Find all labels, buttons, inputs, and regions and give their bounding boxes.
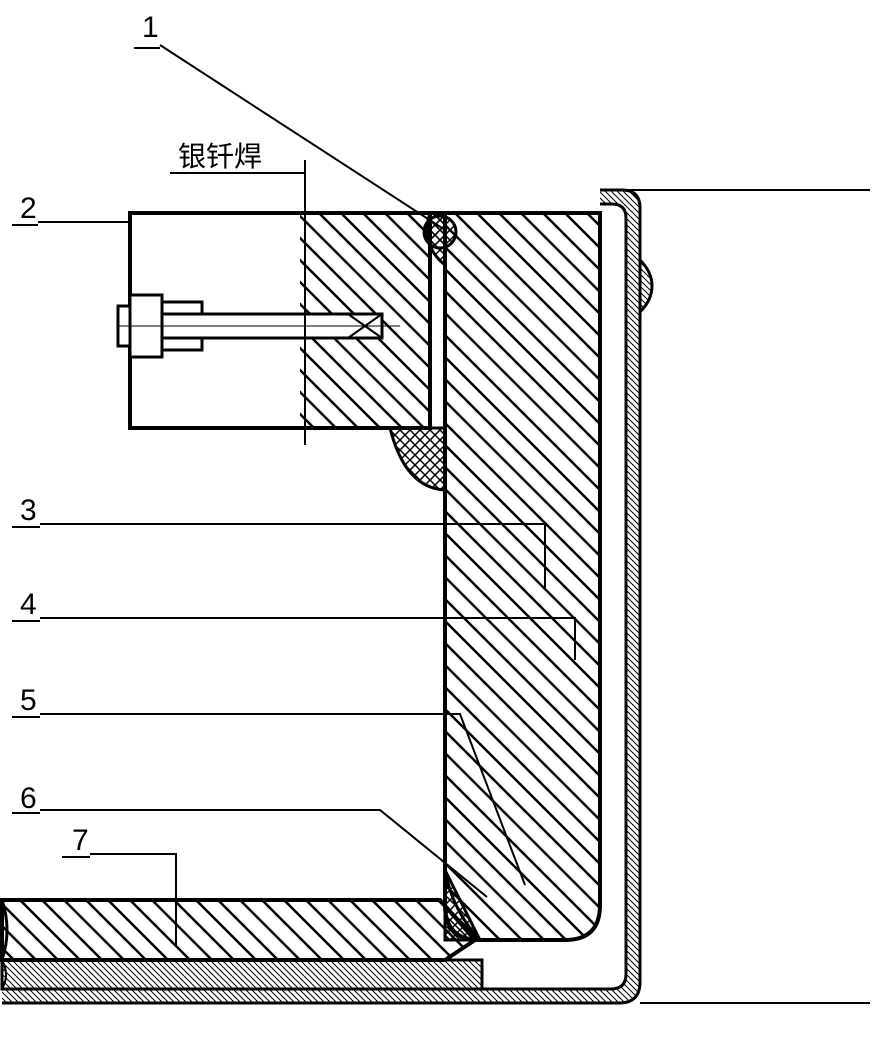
label-4: 4 bbox=[20, 588, 37, 621]
flange-block bbox=[118, 160, 445, 445]
label-1: 1 bbox=[142, 11, 159, 44]
labels: 1 2 3 4 5 6 7 银钎焊 bbox=[20, 11, 262, 857]
label-3: 3 bbox=[20, 494, 37, 527]
weld-under-flange bbox=[390, 428, 445, 490]
label-5: 5 bbox=[20, 684, 37, 717]
bottom-plate bbox=[2, 900, 475, 960]
leader-1 bbox=[160, 45, 445, 230]
label-weld: 银钎焊 bbox=[178, 141, 262, 172]
label-7: 7 bbox=[72, 824, 89, 857]
label-6: 6 bbox=[20, 782, 37, 815]
label-2: 2 bbox=[20, 192, 37, 225]
cylinder-wall bbox=[445, 213, 600, 940]
bottom-sheath bbox=[2, 960, 482, 989]
drawing-canvas: 1 2 3 4 5 6 7 银钎焊 bbox=[0, 0, 893, 1063]
